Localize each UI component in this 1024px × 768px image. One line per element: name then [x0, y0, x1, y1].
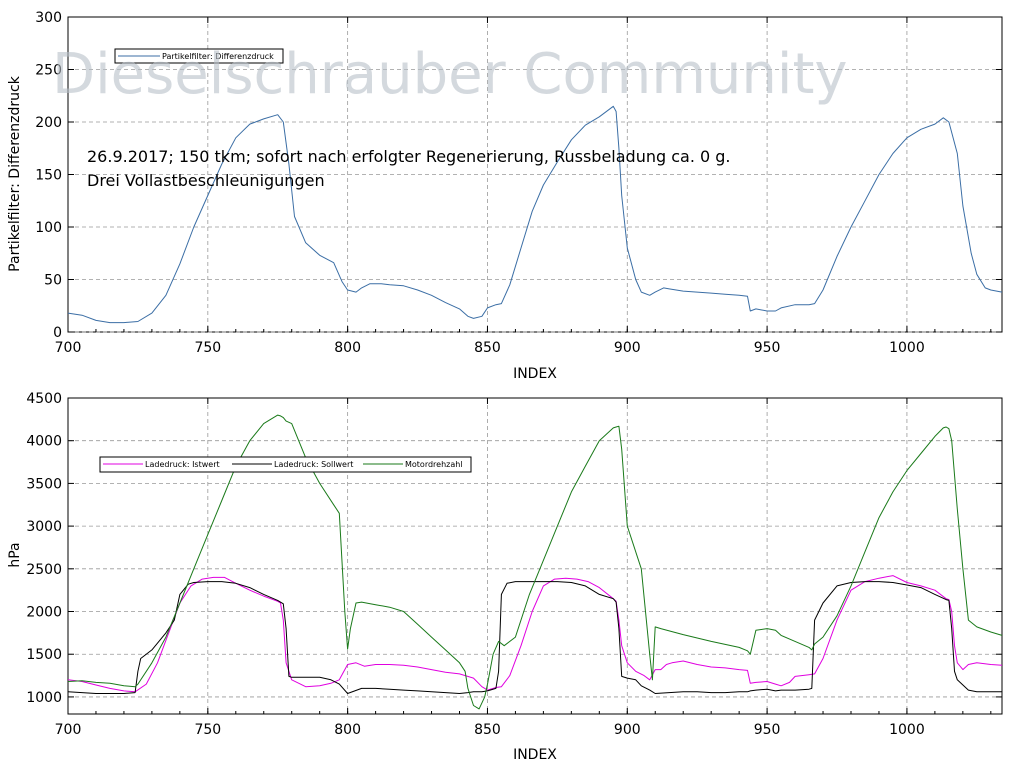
bottom-y-axis-label: hPa — [7, 542, 23, 567]
top-y-tick-label: 300 — [35, 10, 62, 26]
top-series-line-0 — [67, 105, 1003, 324]
bottom-x-tick-label: 1000 — [889, 722, 925, 738]
top-y-tick-label: 200 — [35, 115, 62, 131]
top-y-tick-label: 0 — [53, 325, 62, 341]
top-legend-box — [114, 48, 284, 64]
bottom-y-tick-label: 4000 — [26, 434, 62, 450]
bottom-y-tick-label: 3000 — [26, 519, 62, 535]
top-x-tick-label: 800 — [334, 340, 361, 356]
top-y-tick-label: 150 — [35, 168, 62, 184]
top-y-tick-label: 100 — [35, 220, 62, 236]
bottom-x-tick-label: 750 — [194, 722, 221, 738]
top-x-tick-label: 900 — [614, 340, 641, 356]
bottom-gridlines — [68, 398, 1002, 714]
top-x-tick-label: 950 — [754, 340, 781, 356]
top-legend: Partikelfilter: Differenzdruck — [114, 48, 284, 64]
annotation-line-2: Drei Vollastbeschleunigungen — [87, 171, 325, 190]
bottom-x-tick-label: 850 — [474, 722, 501, 738]
bottom-panel: 700 750 800 850 900 950 1000 1000 1500 2000 2500 30… — [7, 391, 1003, 763]
top-y-axis-label: Partikelfilter: Differenzdruck — [7, 75, 23, 272]
bottom-x-tick-label: 900 — [614, 722, 641, 738]
legend-label-sollwert: Ladedruck: Sollwert — [274, 460, 353, 469]
legend-label-istwert: Ladedruck: Istwert — [145, 460, 220, 469]
bottom-series-line-1 — [67, 581, 1002, 694]
bottom-y-tick-label: 1500 — [26, 647, 62, 663]
bottom-y-tick-label: 3500 — [26, 476, 62, 492]
bottom-x-tick-label: 800 — [334, 722, 361, 738]
top-ticks: 700 750 800 850 900 950 1000 0 50 100 150 200 250 300 — [35, 10, 1002, 356]
bottom-x-tick-label: 700 — [55, 722, 82, 738]
annotation-line-1: 26.9.2017; 150 tkm; sofort nach erfolgte… — [87, 147, 731, 166]
bottom-series-line-2 — [67, 414, 1003, 710]
legend-label-motordrehzahl: Motordrehzahl — [405, 460, 463, 469]
bottom-y-tick-label: 2500 — [26, 562, 62, 578]
top-x-tick-label: 700 — [55, 340, 82, 356]
watermark-text: Dieselschrauber Community — [52, 42, 848, 107]
top-x-tick-label: 1000 — [889, 340, 925, 356]
top-x-axis-label: INDEX — [513, 366, 557, 382]
bottom-y-tick-label: 1000 — [26, 690, 62, 706]
top-y-tick-label: 250 — [35, 63, 62, 79]
bottom-legend-box — [99, 456, 472, 473]
top-y-tick-label: 50 — [44, 273, 62, 289]
bottom-x-axis-label: INDEX — [513, 747, 557, 763]
top-legend-label: Partikelfilter: Differenzdruck — [162, 52, 274, 61]
bottom-x-tick-label: 950 — [754, 722, 781, 738]
top-gridlines — [68, 17, 1002, 333]
top-x-tick-label: 850 — [474, 340, 501, 356]
bottom-ticks: 700 750 800 850 900 950 1000 1000 1500 2000 2500 30… — [26, 391, 1002, 738]
top-series-group — [67, 105, 1003, 324]
top-panel: 700 750 800 850 900 950 1000 0 50 100 150 200 250 300… — [7, 10, 1003, 382]
bottom-y-tick-label: 2000 — [26, 605, 62, 621]
bottom-legend: Ladedruck: Istwert Ladedruck: Sollwert M… — [99, 456, 472, 473]
bottom-series-line-0 — [67, 575, 1003, 693]
top-x-tick-label: 750 — [194, 340, 221, 356]
bottom-plot-frame — [67, 397, 1003, 715]
bottom-series-group — [67, 414, 1003, 710]
bottom-y-tick-label: 4500 — [26, 391, 62, 407]
